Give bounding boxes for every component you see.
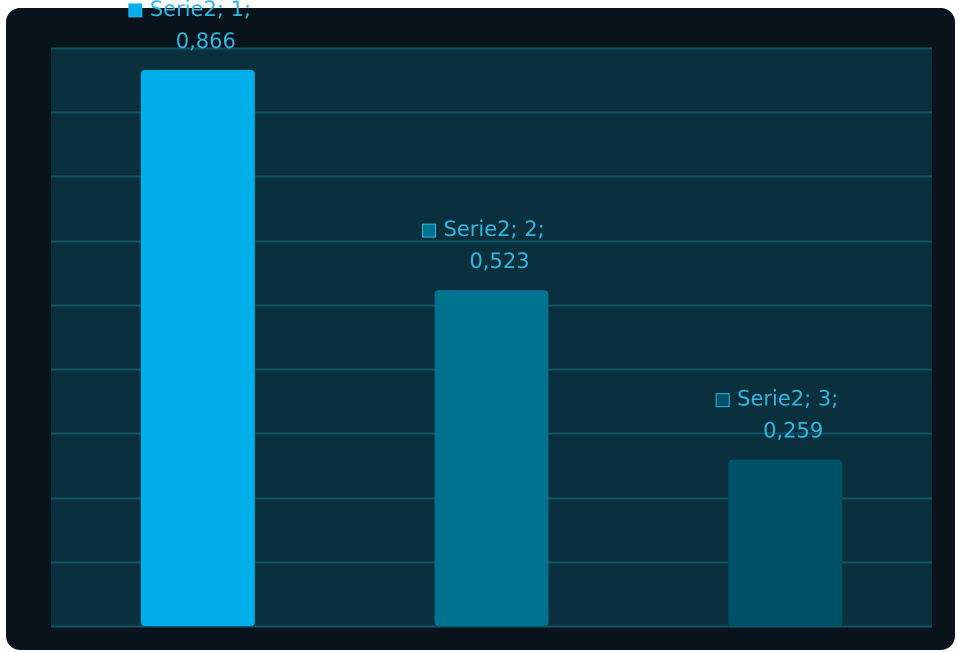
data-labels: Serie2; 1; 0,866 Serie2; 2; 0,523 Serie2; 3;… [128,0,838,443]
data-label-series: Serie2; 1; [150,0,251,21]
bar-3 [728,459,843,626]
data-label-value: 0,866 [176,29,236,53]
data-label-value: 0,259 [763,419,823,443]
data-label-series: Serie2; 3; [737,387,838,411]
bars [140,69,843,626]
data-label-value: 0,523 [469,249,529,273]
data-label-series: Serie2; 2; [444,217,545,241]
bar-1 [140,69,255,626]
legend-key-icon [715,393,730,408]
legend-key-icon [128,3,143,18]
bar-2 [434,290,549,626]
legend-key-icon [422,223,436,238]
